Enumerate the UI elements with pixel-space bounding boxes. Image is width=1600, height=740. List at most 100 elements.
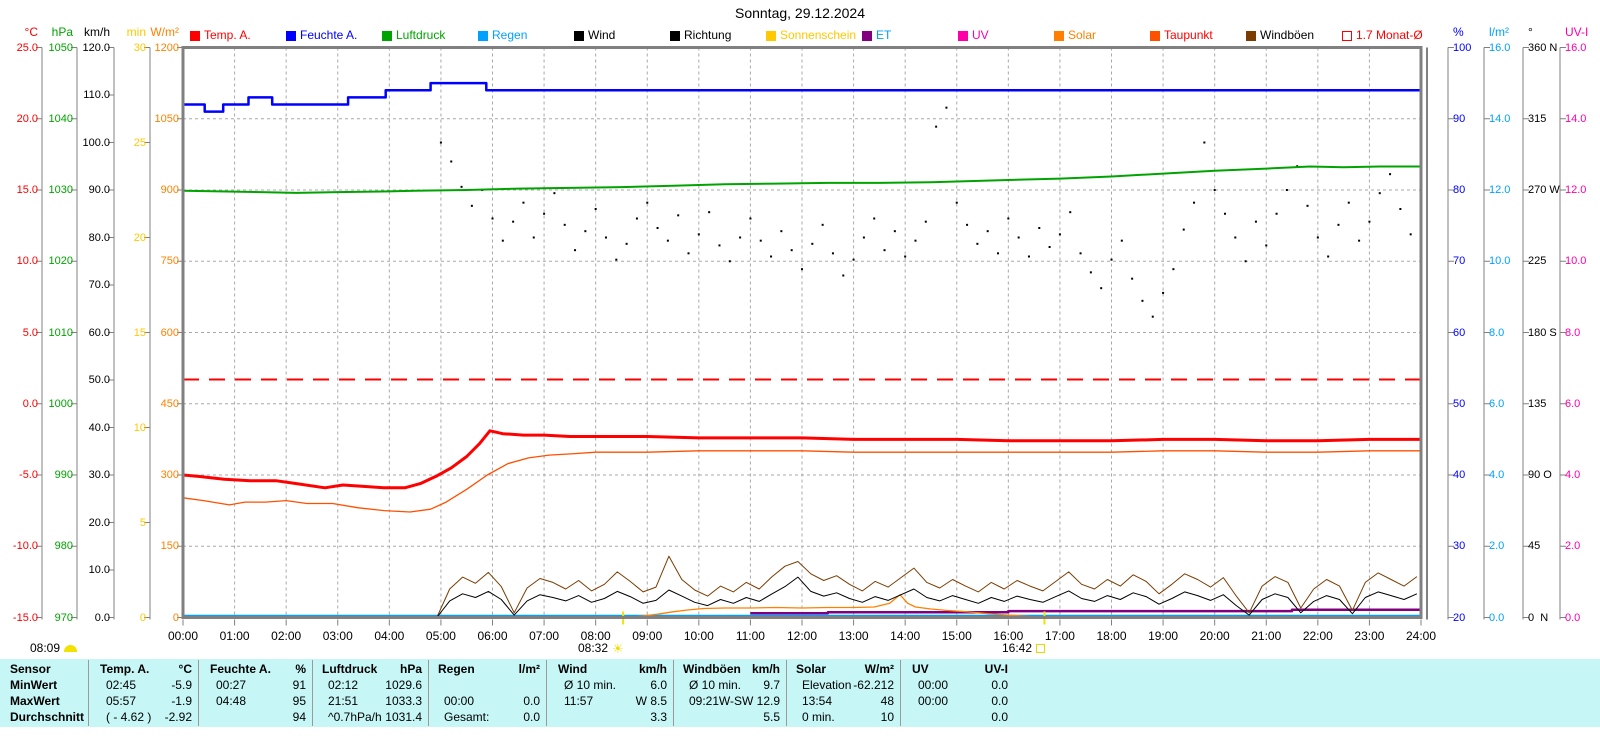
x-axis-label: 23:00 <box>1354 629 1385 643</box>
moonrise-time: 08:09 <box>30 641 61 655</box>
legend-item-feuchte-a[interactable]: Feuchte A. <box>286 29 357 42</box>
axis-tick-label: 300 <box>160 469 179 481</box>
axis-tick-label: 80.0 <box>88 231 110 244</box>
axis-tick-label: 900 <box>160 184 179 196</box>
table-cell: 00:00 <box>444 694 475 708</box>
table-cell: W 8.5 <box>635 694 667 708</box>
table-unit-solar: W/m² <box>864 662 894 676</box>
table-cell: 04:48 <box>216 694 247 708</box>
axis-tick-label: 980 <box>54 540 73 553</box>
table-cell: 48 <box>880 694 894 708</box>
sunrise-marker: 08:32 ☀ <box>578 641 624 655</box>
axis-tick-label: 0 N <box>1528 611 1549 624</box>
axis-tick-label: 12.0 <box>1489 184 1511 196</box>
series-windb-en <box>436 555 1418 618</box>
axis-unit-label-uv-i: UV-I <box>1565 25 1589 39</box>
table-cell: 10 <box>880 710 894 724</box>
x-axis-label: 06:00 <box>477 629 508 643</box>
axis-tick-label: 180 S <box>1528 326 1557 339</box>
table-header-solar: Solar <box>796 662 827 676</box>
table-divider <box>546 660 547 726</box>
table-row-label: MaxWert <box>10 694 60 708</box>
legend-item-regen[interactable]: Regen <box>478 29 527 42</box>
legend-label: Feuchte A. <box>300 28 358 42</box>
table-divider <box>312 660 313 726</box>
half-sun-icon <box>64 644 78 652</box>
legend-item-1-7-monat[interactable]: 1.7 Monat-Ø <box>1342 29 1423 42</box>
table-divider <box>428 660 429 726</box>
legend-item-et[interactable]: ET <box>862 29 891 42</box>
moonrise-marker: 08:09 <box>30 641 78 655</box>
axis-tick-label: 100 <box>1453 41 1472 54</box>
axis-tick-label: 5 <box>139 516 146 529</box>
table-cell: 6.0 <box>650 678 667 692</box>
legend-color-box <box>190 30 200 41</box>
table-cell: 0.0 <box>991 694 1008 708</box>
axis-tick-label: 1050 <box>154 112 179 125</box>
axis-unit-label-w-m: W/m² <box>150 25 179 39</box>
axis-tick-label: 0 <box>172 611 179 624</box>
axis-tick-label: 2.0 <box>1565 540 1581 553</box>
axis-tick-label: 0.0 <box>22 397 38 410</box>
x-axis-label: 00:00 <box>167 629 199 643</box>
table-cell: 1031.4 <box>385 710 422 724</box>
axis-tick-label: 30.0 <box>88 469 110 481</box>
x-axis-label: 07:00 <box>529 629 560 643</box>
x-axis-label: 20:00 <box>1199 629 1230 643</box>
legend-color-box <box>478 30 488 41</box>
table-cell: 05:57 <box>106 694 137 708</box>
axis-tick-label: 50.0 <box>88 374 110 386</box>
table-cell: 1033.3 <box>385 694 422 708</box>
table-divider <box>786 660 787 726</box>
axis-unit-label-c: °C <box>24 25 38 39</box>
axis-tick-label: 1030 <box>48 184 73 196</box>
legend-item-solar[interactable]: Solar <box>1054 29 1096 42</box>
table-unit-temp-a: °C <box>178 662 192 676</box>
legend-item-taupunkt[interactable]: Taupunkt <box>1150 29 1213 42</box>
table-unit-regen: l/m² <box>518 662 540 676</box>
table-cell: 00:00 <box>918 694 949 708</box>
axis-tick-label: 14.0 <box>1565 112 1587 125</box>
legend-color-box <box>286 30 296 41</box>
axis-tick-label: 10.0 <box>1489 255 1511 268</box>
legend-item-uv[interactable]: UV <box>958 29 989 42</box>
axis-tick-label: 0.0 <box>94 611 110 624</box>
axis-tick-label: 1000 <box>48 397 73 410</box>
x-axis-label: 13:00 <box>838 629 869 643</box>
legend-color-box <box>766 30 776 41</box>
axis-tick-label: 10.0 <box>16 255 38 268</box>
axis-tick-label: -10.0 <box>12 540 38 553</box>
axis-tick-label: 25.0 <box>16 41 38 54</box>
legend-item-windb-en[interactable]: Windböen <box>1246 29 1314 42</box>
x-axis-label: 09:00 <box>632 629 663 643</box>
legend-item-richtung[interactable]: Richtung <box>670 29 731 42</box>
x-axis-label: 04:00 <box>374 629 405 643</box>
legend-item-luftdruck[interactable]: Luftdruck <box>382 29 445 42</box>
legend-color-box <box>1246 30 1256 41</box>
table-cell: -62.212 <box>853 678 894 692</box>
table-cell: 13:54 <box>802 694 833 708</box>
table-cell: Elevation <box>802 678 852 692</box>
axis-tick-label: 20.0 <box>88 516 110 529</box>
table-cell: 00:27 <box>216 678 247 692</box>
table-unit-feuchte-a: % <box>295 662 306 676</box>
legend-color-box <box>574 30 584 41</box>
table-cell: ^0.7hPa/h <box>328 710 382 724</box>
legend-item-sonnenschein[interactable]: Sonnenschein <box>766 29 856 42</box>
legend-item-wind[interactable]: Wind <box>574 29 615 42</box>
axis-tick-label: 970 <box>54 611 73 624</box>
summary-table: Sensor MinWert MaxWert Durchschnitt Temp. A.… <box>0 659 1600 727</box>
table-header-wind: Wind <box>558 662 588 676</box>
axis-tick-label: 135 <box>1528 397 1547 410</box>
axis-tick-label: 6.0 <box>1565 397 1581 410</box>
table-cell: 94 <box>292 710 306 724</box>
axis-unit-label-min: min <box>126 25 146 39</box>
axis-unit-label-km-h: km/h <box>83 25 110 39</box>
table-cell: 95 <box>292 694 306 708</box>
legend-item-temp-a[interactable]: Temp. A. <box>190 29 251 42</box>
axis-tick-label: 40.0 <box>88 421 110 434</box>
table-header-regen: Regen <box>438 662 475 676</box>
axis-tick-label: 10.0 <box>88 564 110 576</box>
